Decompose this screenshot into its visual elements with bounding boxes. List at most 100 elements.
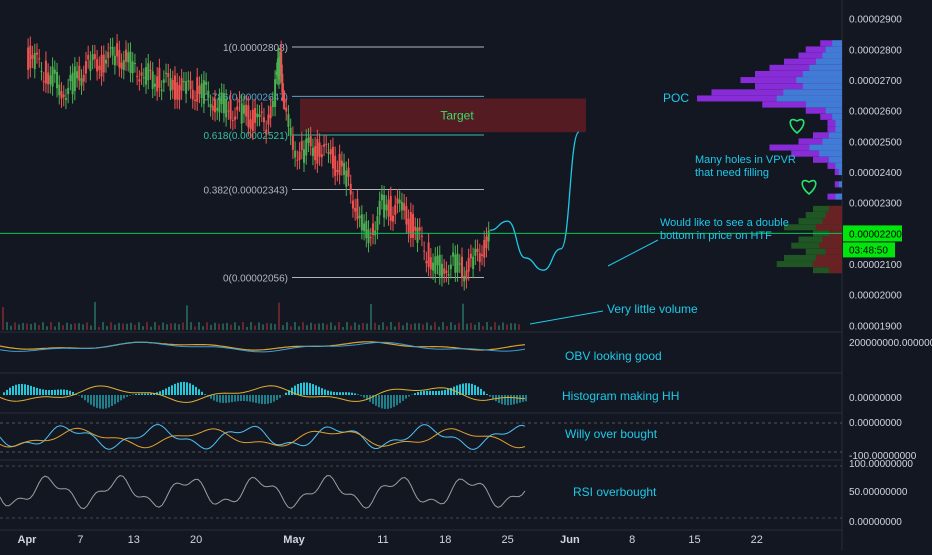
candle-body xyxy=(376,216,378,230)
candle-body xyxy=(69,75,71,81)
fib-label: 0(0.00002056) xyxy=(223,274,288,285)
volume-bar xyxy=(462,304,464,330)
volume-bar xyxy=(182,323,184,330)
volume-bar xyxy=(510,323,512,330)
candle-body xyxy=(203,80,205,104)
annotation-obv: OBV looking good xyxy=(565,349,662,363)
candle-body xyxy=(439,255,441,276)
histogram-bar xyxy=(69,391,71,395)
price-tick-label: 0.00002400 xyxy=(849,168,902,179)
vpvr-bar xyxy=(826,212,842,218)
volume-bar xyxy=(250,322,252,330)
volume-bar xyxy=(102,322,104,330)
vpvr-bar xyxy=(826,46,842,52)
histogram-bar xyxy=(42,389,44,395)
histogram-bar xyxy=(270,395,272,403)
candle-body xyxy=(192,90,194,100)
histogram-bar xyxy=(342,392,344,395)
histogram-bar xyxy=(183,382,185,395)
histogram-bar xyxy=(12,386,14,395)
candle-body xyxy=(114,56,116,66)
pane-axis-label: 0.00000000 xyxy=(849,393,902,404)
candle-body xyxy=(167,73,169,77)
volume-bar xyxy=(186,305,188,330)
histogram-bar xyxy=(333,392,335,395)
volume-bar xyxy=(158,325,160,330)
histogram-bar xyxy=(234,395,236,402)
candle-body xyxy=(399,200,401,203)
current-price-label: 0.00002200 xyxy=(849,229,902,240)
histogram-bar xyxy=(93,395,95,407)
volume-bar xyxy=(486,322,488,330)
histogram-bar xyxy=(420,391,422,395)
histogram-bar xyxy=(285,393,287,395)
candle-body xyxy=(448,274,450,275)
histogram-bar xyxy=(435,391,437,395)
candle-body xyxy=(187,81,189,82)
annotation-vpvr-holes-line2: that need filling xyxy=(695,167,769,179)
candle-body xyxy=(74,66,76,91)
volume-bar xyxy=(54,326,56,330)
volume-bar xyxy=(314,324,316,330)
candle-body xyxy=(43,81,45,82)
vpvr-bar xyxy=(813,261,842,267)
candle-body xyxy=(138,79,140,81)
volume-bar xyxy=(114,325,116,330)
candle-body xyxy=(105,60,107,64)
volume-bar xyxy=(270,323,272,330)
candle-body xyxy=(190,81,192,90)
histogram-bar xyxy=(21,384,23,395)
price-tick-label: 0.00002900 xyxy=(849,15,902,26)
volume-bar xyxy=(126,324,128,330)
candle-body xyxy=(479,253,481,262)
candle-body xyxy=(441,264,443,278)
volume-bar xyxy=(306,325,308,330)
volume-bar xyxy=(138,322,140,330)
candle-body xyxy=(461,257,463,278)
vpvr-bar xyxy=(777,95,842,101)
volume-bar xyxy=(206,322,208,330)
volume-bar xyxy=(274,324,276,330)
volume-bar xyxy=(362,323,364,330)
volume-bar xyxy=(110,322,112,330)
volume-bar xyxy=(190,322,192,330)
histogram-bar xyxy=(129,395,131,396)
vpvr-bar xyxy=(816,255,842,261)
candle-body xyxy=(158,68,160,88)
candle-body xyxy=(47,73,49,85)
histogram-bar xyxy=(438,391,440,395)
volume-bar xyxy=(446,326,448,330)
vpvr-bar xyxy=(819,151,842,157)
candle-body xyxy=(267,115,269,125)
vpvr-bar xyxy=(822,53,842,59)
histogram-bar xyxy=(3,392,5,395)
histogram-bar xyxy=(198,389,200,395)
candle-body xyxy=(383,195,385,218)
candle-body xyxy=(252,110,254,131)
candle-body xyxy=(134,63,136,64)
histogram-bar xyxy=(87,395,89,403)
volume-bar xyxy=(366,324,368,330)
candle-body xyxy=(350,184,352,195)
histogram-bar xyxy=(474,385,476,395)
volume-bar xyxy=(30,324,32,330)
candle-body xyxy=(245,105,247,117)
volume-bar xyxy=(286,322,288,330)
candle-body xyxy=(412,214,414,238)
candle-body xyxy=(89,60,91,71)
candle-body xyxy=(154,84,156,87)
candle-body xyxy=(396,198,398,204)
histogram-bar xyxy=(315,385,317,395)
histogram-bar xyxy=(477,387,479,395)
candle-body xyxy=(241,103,243,123)
volume-bar xyxy=(142,326,144,330)
candle-body xyxy=(334,156,336,176)
histogram-bar xyxy=(291,388,293,395)
price-tick-label: 0.00002100 xyxy=(849,260,902,271)
histogram-bar xyxy=(177,383,179,395)
volume-bar xyxy=(294,322,296,330)
volume-bar xyxy=(70,324,72,330)
histogram-bar xyxy=(48,390,50,395)
volume-bar xyxy=(66,323,68,330)
candle-body xyxy=(401,202,403,210)
